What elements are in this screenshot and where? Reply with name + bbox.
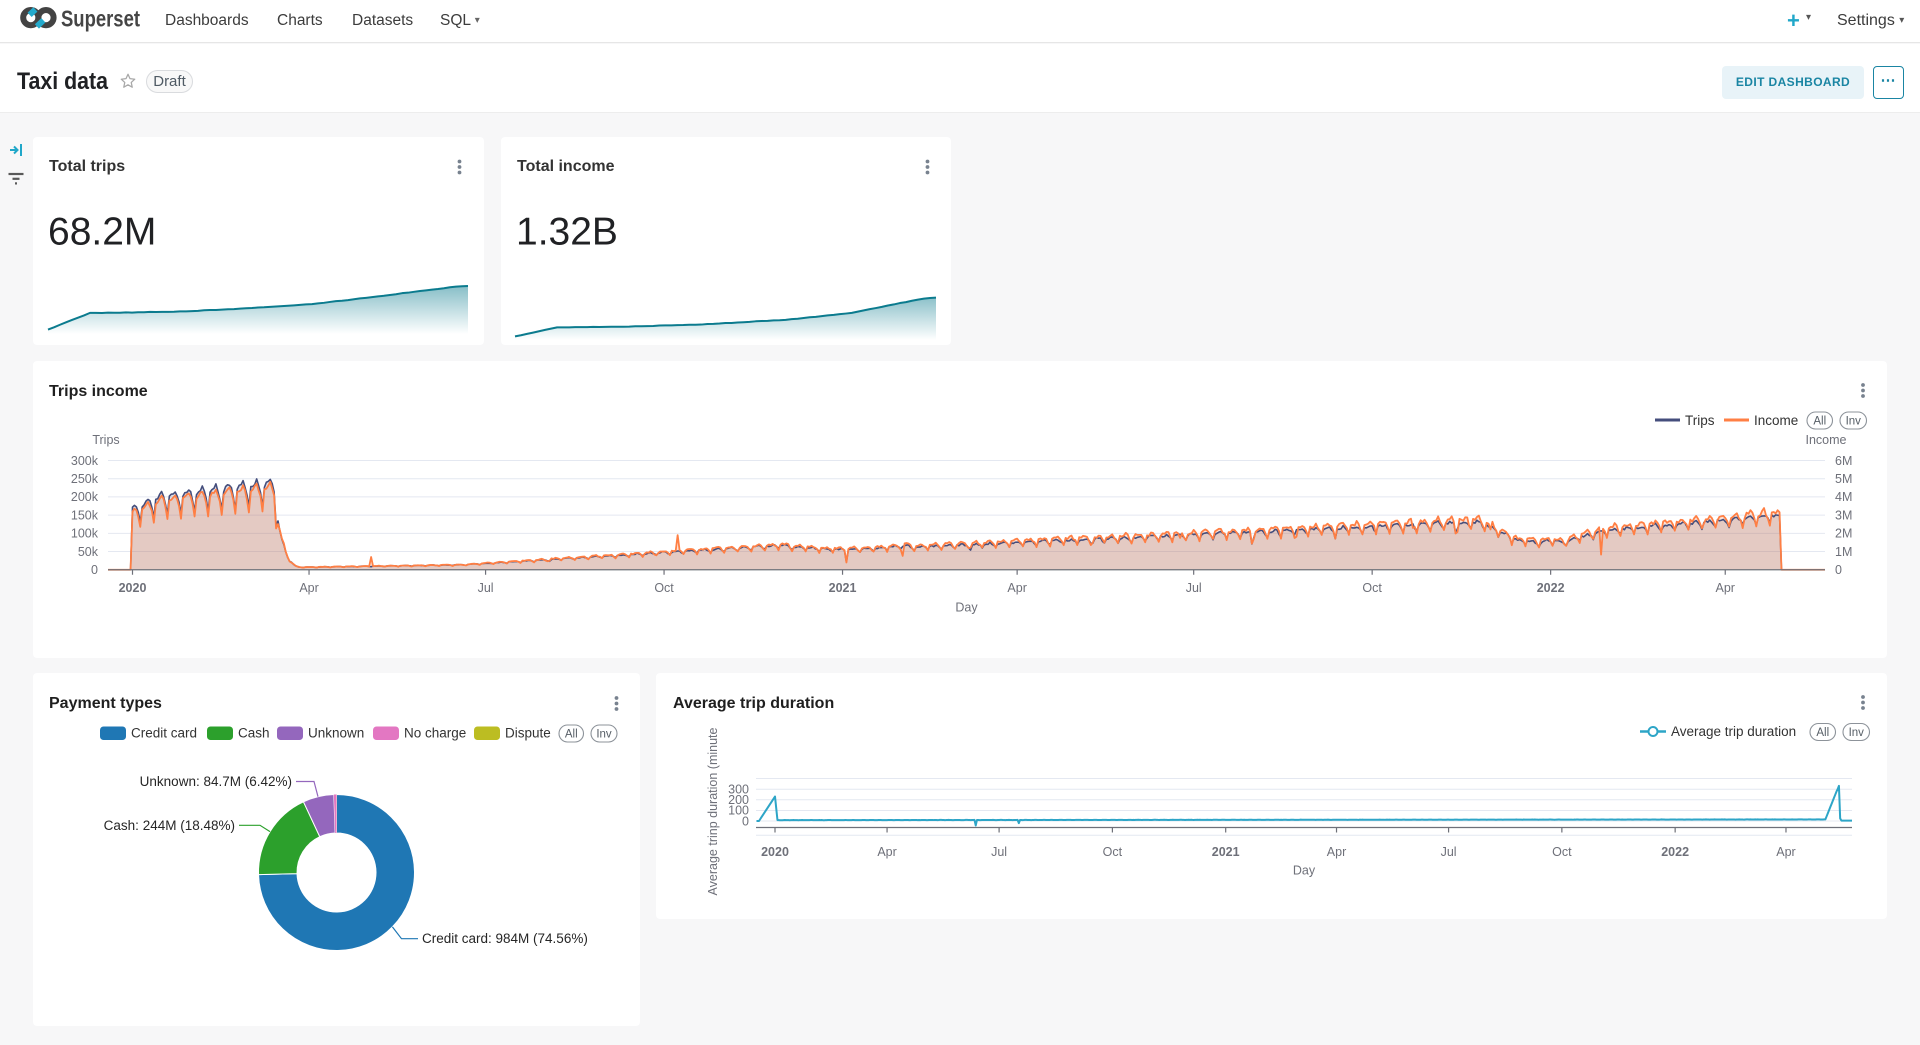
svg-text:2022: 2022 <box>1537 581 1565 595</box>
svg-text:Apr: Apr <box>1776 845 1795 859</box>
svg-text:2021: 2021 <box>829 581 857 595</box>
svg-text:No charge: No charge <box>404 726 466 741</box>
svg-text:Oct: Oct <box>1552 845 1572 859</box>
svg-text:2020: 2020 <box>761 845 789 859</box>
svg-text:6M: 6M <box>1835 454 1852 468</box>
svg-text:Dispute: Dispute <box>505 726 551 741</box>
svg-text:1M: 1M <box>1835 545 1852 559</box>
svg-text:Taxi data: Taxi data <box>17 68 109 95</box>
svg-text:Unknown: Unknown <box>308 726 364 741</box>
svg-text:All: All <box>1816 727 1829 739</box>
svg-text:300k: 300k <box>71 454 99 468</box>
svg-text:Inv: Inv <box>1846 416 1862 428</box>
svg-text:Apr: Apr <box>1327 845 1346 859</box>
svg-text:Oct: Oct <box>654 581 674 595</box>
svg-text:Unknown: 84.7M (6.42%): Unknown: 84.7M (6.42%) <box>140 774 292 789</box>
svg-text:4M: 4M <box>1835 490 1852 504</box>
svg-text:2021: 2021 <box>1212 845 1240 859</box>
svg-text:100: 100 <box>728 804 749 818</box>
svg-text:50k: 50k <box>78 545 99 559</box>
svg-text:Apr: Apr <box>1716 581 1735 595</box>
svg-text:Day: Day <box>955 601 978 615</box>
svg-text:200: 200 <box>728 793 749 807</box>
svg-text:Credit card: 984M (74.56%): Credit card: 984M (74.56%) <box>422 931 588 946</box>
svg-text:2022: 2022 <box>1661 845 1689 859</box>
svg-text:Average trip duration: Average trip duration <box>1671 724 1796 739</box>
svg-text:Jul: Jul <box>1186 581 1202 595</box>
svg-text:200k: 200k <box>71 490 99 504</box>
svg-text:Cash: 244M (18.48%): Cash: 244M (18.48%) <box>104 818 235 833</box>
svg-text:Apr: Apr <box>877 845 896 859</box>
svg-text:2M: 2M <box>1835 527 1852 541</box>
svg-text:300: 300 <box>728 782 749 796</box>
svg-text:Jul: Jul <box>991 845 1007 859</box>
svg-text:Cash: Cash <box>238 726 270 741</box>
svg-text:68.2M: 68.2M <box>48 211 156 254</box>
svg-text:Apr: Apr <box>1007 581 1026 595</box>
svg-text:2020: 2020 <box>119 581 147 595</box>
svg-text:250k: 250k <box>71 472 99 486</box>
svg-text:Oct: Oct <box>1362 581 1382 595</box>
svg-text:Trips: Trips <box>1685 413 1715 428</box>
svg-text:0: 0 <box>742 814 749 828</box>
svg-text:5M: 5M <box>1835 472 1852 486</box>
svg-text:Oct: Oct <box>1103 845 1123 859</box>
svg-text:Jul: Jul <box>478 581 494 595</box>
svg-text:1.32B: 1.32B <box>516 211 618 254</box>
svg-text:Superset: Superset <box>61 6 140 32</box>
svg-text:Income: Income <box>1754 413 1798 428</box>
svg-text:Total income: Total income <box>517 158 615 175</box>
svg-text:Income: Income <box>1806 433 1847 447</box>
svg-text:Credit card: Credit card <box>131 726 197 741</box>
svg-text:Jul: Jul <box>1441 845 1457 859</box>
svg-text:Inv: Inv <box>1849 727 1865 739</box>
svg-text:Average trip duration: Average trip duration <box>673 695 834 712</box>
svg-text:150k: 150k <box>71 508 99 522</box>
svg-text:100k: 100k <box>71 527 99 541</box>
svg-text:Day: Day <box>1293 864 1316 878</box>
svg-text:0: 0 <box>91 563 98 577</box>
svg-text:Inv: Inv <box>596 729 612 741</box>
svg-text:All: All <box>565 729 578 741</box>
svg-text:3M: 3M <box>1835 508 1852 522</box>
svg-text:Average trinp duration (minute: Average trinp duration (minute <box>706 727 720 895</box>
svg-text:Total trips: Total trips <box>49 158 125 175</box>
svg-text:Trips: Trips <box>92 433 119 447</box>
svg-text:0: 0 <box>1835 563 1842 577</box>
svg-text:Trips income: Trips income <box>49 383 148 400</box>
svg-text:Payment types: Payment types <box>49 695 162 712</box>
svg-text:All: All <box>1813 416 1826 428</box>
svg-text:Apr: Apr <box>299 581 318 595</box>
